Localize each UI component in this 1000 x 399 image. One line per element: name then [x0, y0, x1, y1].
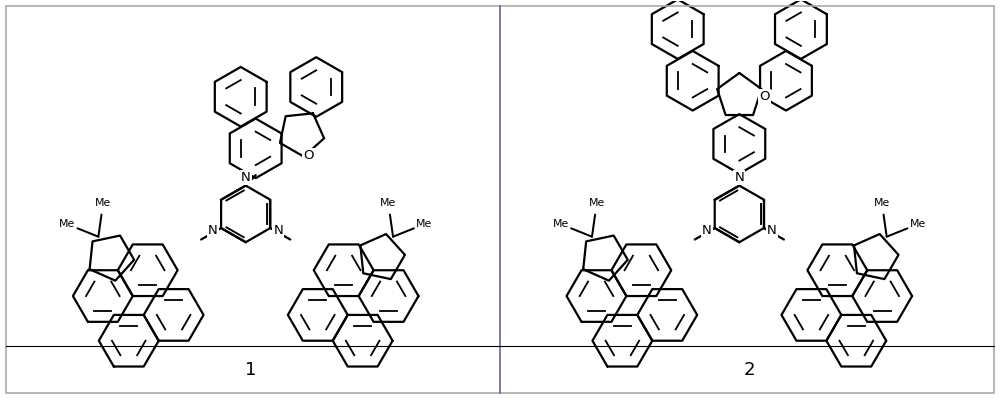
Text: N: N — [702, 223, 712, 237]
Text: Me: Me — [95, 198, 111, 208]
Text: Me: Me — [416, 219, 433, 229]
Text: Me: Me — [589, 198, 605, 208]
Text: Me: Me — [380, 198, 396, 208]
Text: 2: 2 — [744, 361, 755, 379]
Text: N: N — [241, 171, 251, 184]
Text: O: O — [304, 149, 314, 162]
Text: Me: Me — [874, 198, 890, 208]
Text: Me: Me — [910, 219, 926, 229]
Text: N: N — [767, 223, 777, 237]
Text: N: N — [273, 223, 283, 237]
Text: N: N — [734, 171, 744, 184]
Text: N: N — [208, 223, 218, 237]
Text: 1: 1 — [245, 361, 256, 379]
Text: Me: Me — [59, 219, 75, 229]
Text: O: O — [760, 90, 770, 103]
Text: Me: Me — [553, 219, 569, 229]
